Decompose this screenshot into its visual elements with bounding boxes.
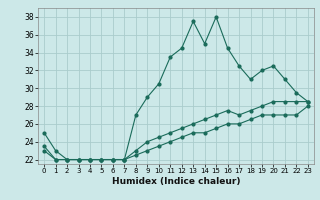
X-axis label: Humidex (Indice chaleur): Humidex (Indice chaleur) — [112, 177, 240, 186]
